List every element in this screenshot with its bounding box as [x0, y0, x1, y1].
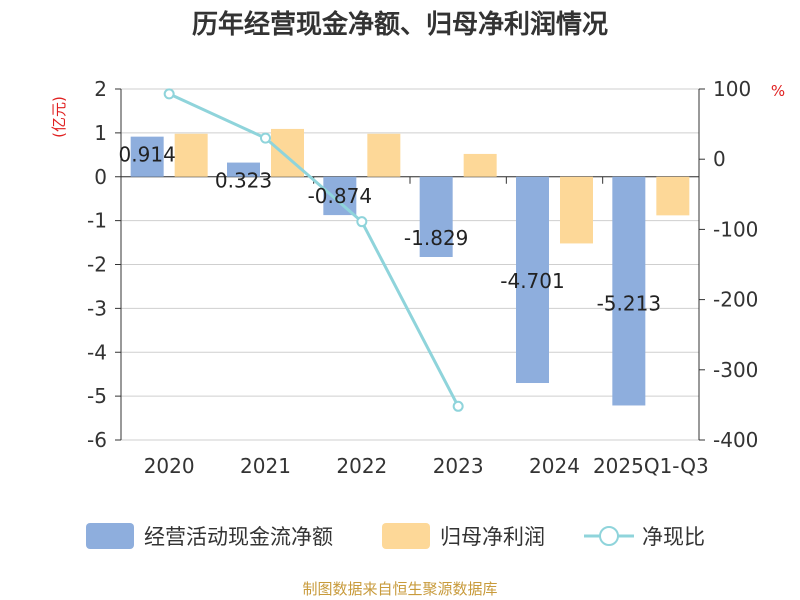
- y-left-tick-label: 0: [94, 165, 107, 189]
- legend-label-netprofit: 归母净利润: [440, 525, 545, 549]
- y-right-tick-label: -200: [713, 288, 758, 312]
- bar-netprofit: [463, 153, 497, 177]
- bar-cashflow: [323, 176, 357, 216]
- y-right-tick-label: 100: [713, 77, 751, 101]
- line-point: [163, 88, 175, 100]
- y-left-tick-label: -1: [87, 209, 107, 233]
- line-point: [356, 216, 368, 228]
- bar-netprofit: [271, 128, 304, 177]
- y-left-tick-label: -3: [87, 296, 107, 320]
- source-note: 制图数据来自恒生聚源数据库: [302, 580, 498, 598]
- x-tick-label: 2024: [529, 454, 580, 478]
- x-tick-label: 2022: [336, 454, 387, 478]
- bar-netprofit: [174, 133, 208, 177]
- legend-swatch-cashflow: [86, 523, 134, 549]
- line-point: [452, 400, 464, 412]
- bar-netprofit: [560, 176, 593, 244]
- line-point: [260, 132, 271, 144]
- y-right-tick-label: -400: [713, 428, 758, 452]
- bar-data-label: -5.213: [597, 291, 661, 315]
- x-tick-label: 2025Q1-Q3: [593, 454, 709, 478]
- bar-data-label: 0.914: [119, 143, 176, 167]
- bar-data-label: -1.829: [404, 226, 468, 250]
- chart-title: 历年经营现金净额、归母净利润情况: [191, 10, 608, 40]
- y-left-tick-label: -4: [87, 340, 107, 364]
- y-left-tick-label: 2: [94, 77, 107, 101]
- legend-swatch-netprofit: [382, 523, 430, 549]
- bar-netprofit: [367, 133, 401, 177]
- bar-cashflow: [419, 176, 453, 257]
- y-left-tick-label: -6: [87, 428, 107, 452]
- bar-netprofit: [656, 176, 690, 216]
- y-left-tick-label: -5: [87, 384, 107, 408]
- legend-marker-ratio: [599, 526, 619, 546]
- y-right-tick-label: 0: [713, 147, 726, 171]
- x-tick-label: 2021: [240, 454, 291, 478]
- x-tick-label: 2020: [144, 454, 195, 478]
- legend-label-ratio: 净现比: [642, 525, 705, 549]
- y-left-tick-label: -2: [87, 253, 107, 277]
- bar-cashflow: [612, 176, 646, 406]
- bar-cashflow: [516, 176, 549, 384]
- bar-data-label: -4.701: [500, 269, 564, 293]
- bar-data-label: -0.874: [308, 184, 372, 208]
- y-right-tick-label: -300: [713, 358, 758, 382]
- y-right-tick-label: -100: [713, 217, 758, 241]
- y-left-axis-label: (亿元): [50, 96, 68, 138]
- bar-cashflow: [130, 136, 164, 177]
- y-right-axis-label: %: [771, 82, 785, 100]
- line-cash-ratio: [168, 92, 460, 407]
- y-left-tick-label: 1: [94, 121, 107, 145]
- x-tick-label: 2023: [433, 454, 484, 478]
- legend-label-cashflow: 经营活动现金流净额: [144, 525, 333, 549]
- bar-data-label: 0.323: [215, 169, 272, 193]
- bar-cashflow: [227, 162, 260, 177]
